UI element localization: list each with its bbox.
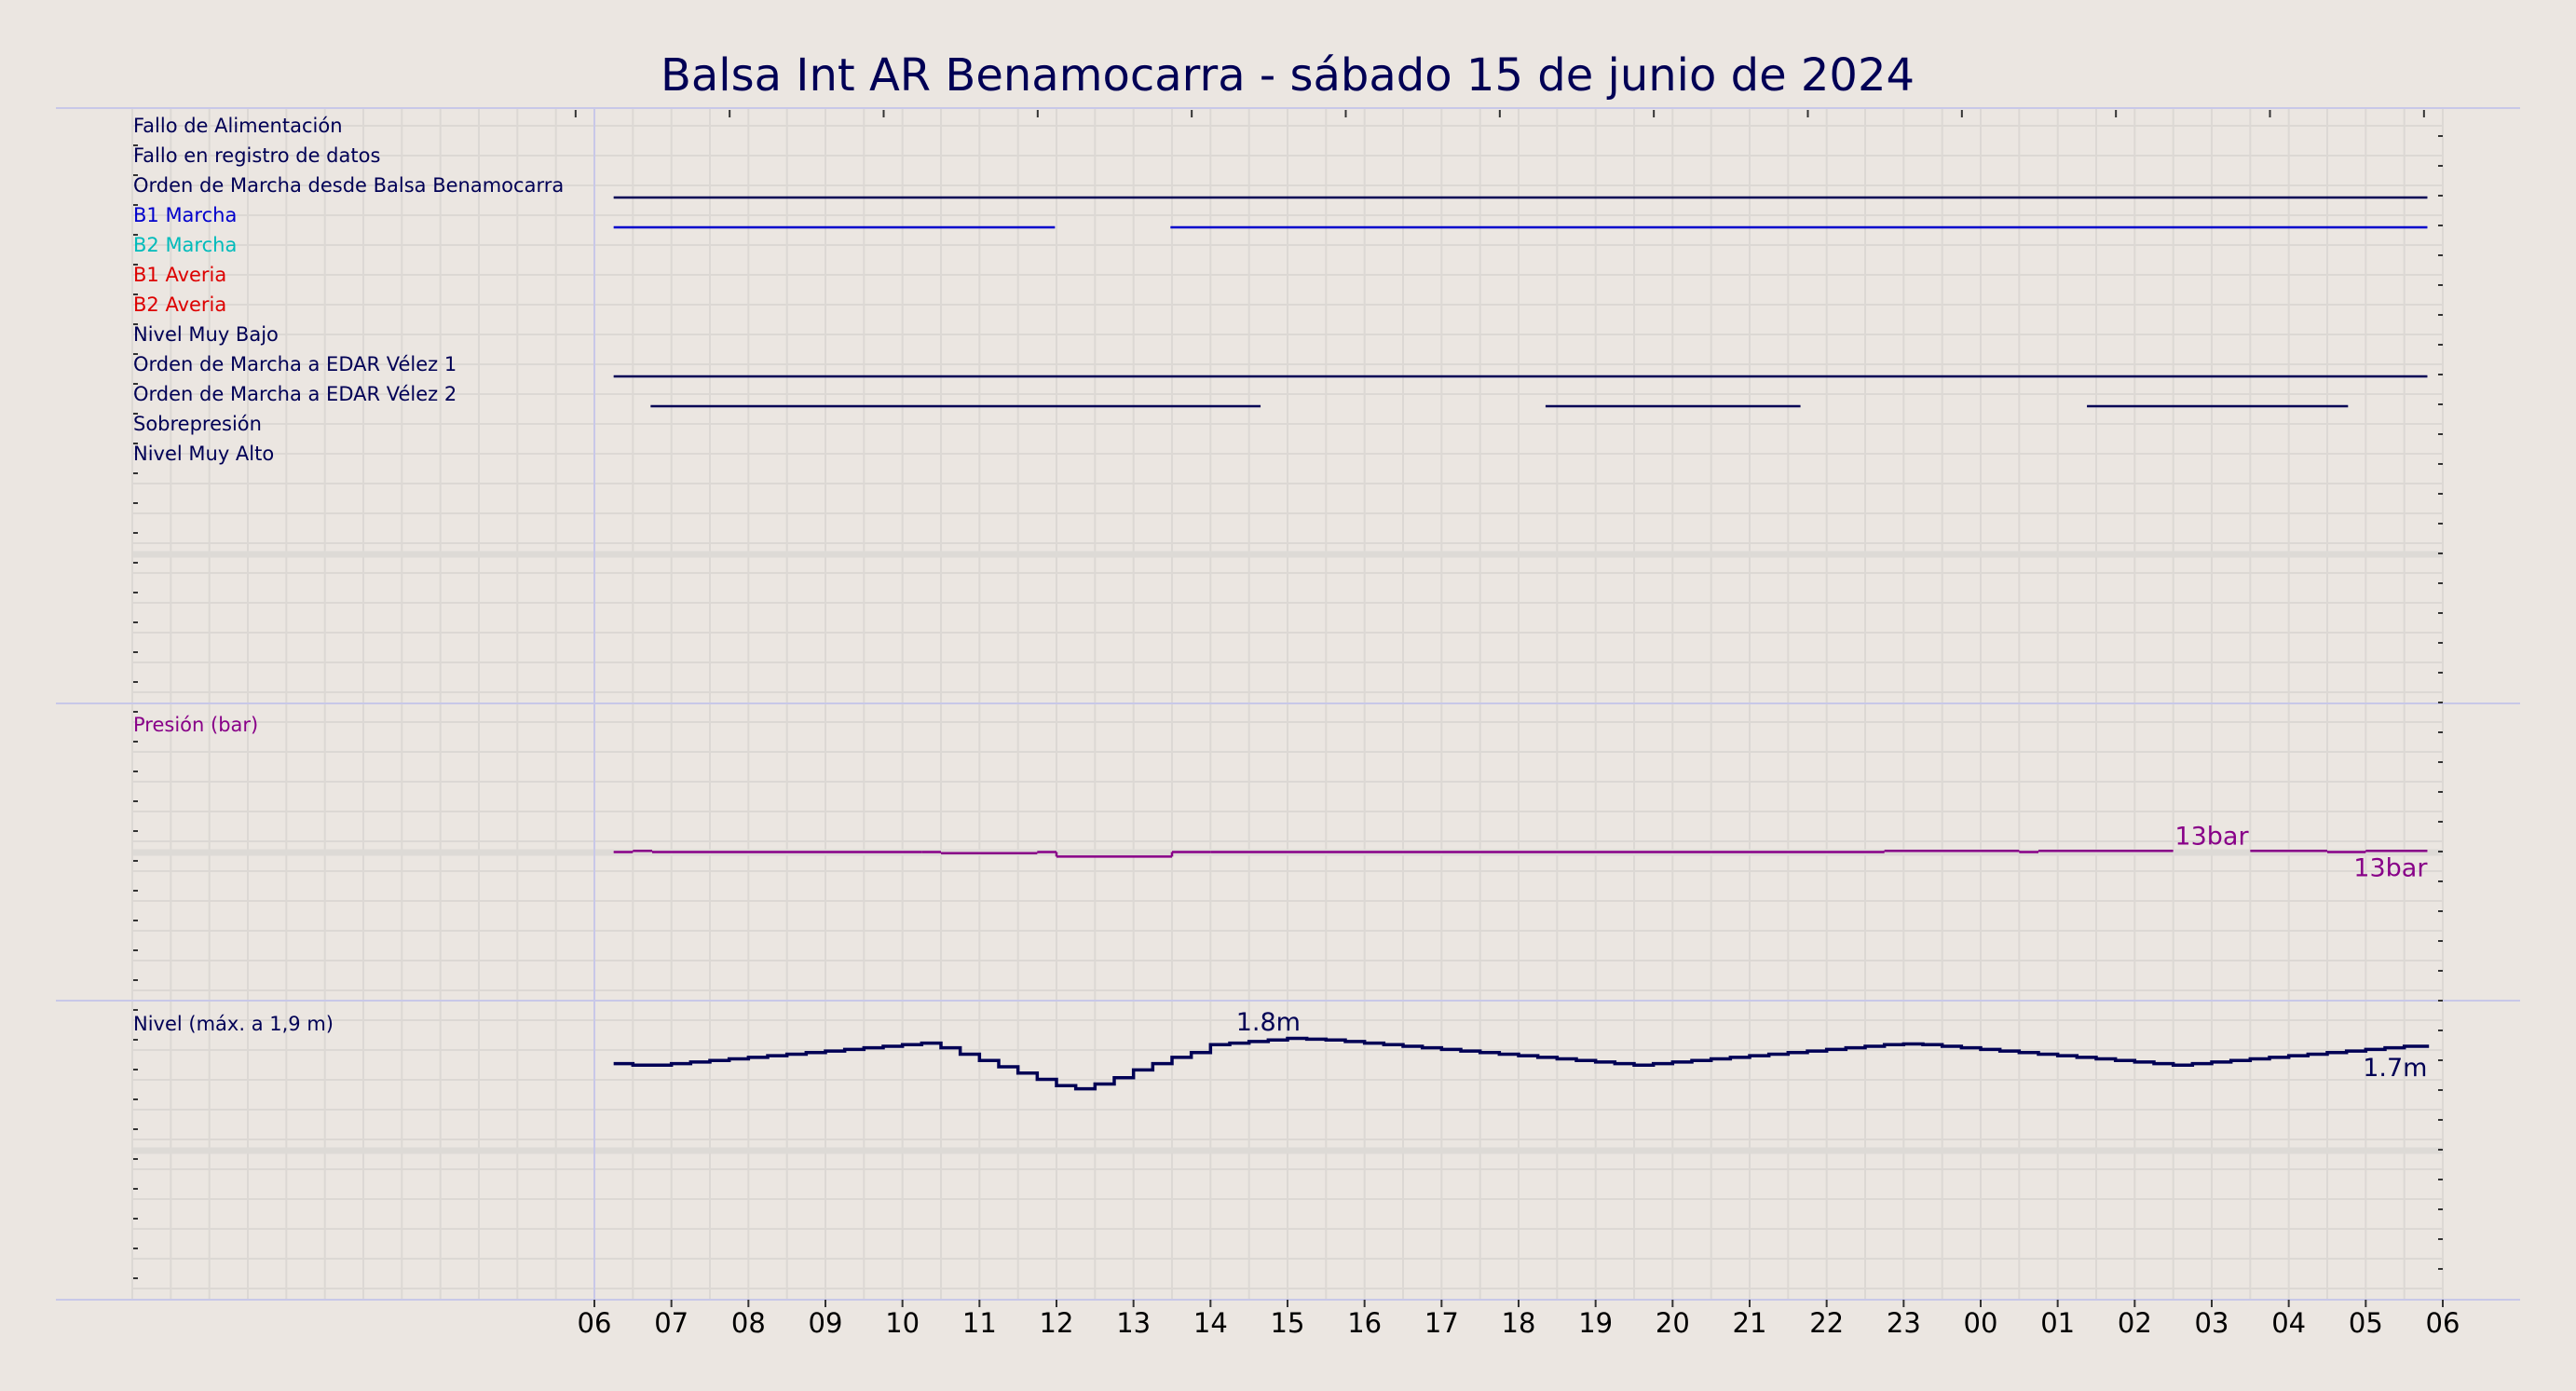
digital-signal-label: Orden de Marcha desde Balsa Benamocarra: [133, 174, 564, 197]
axes-layer: 06 07 08 09 10 11 12 13 14 15 16 17 18 19 20 21 22 23 00 01…: [56, 107, 2520, 1339]
digital-signal-label: B2 Averia: [133, 293, 226, 316]
digital-signal-label: Orden de Marcha a EDAR Vélez 1: [133, 353, 457, 375]
digital-signal-label: B1 Marcha: [133, 204, 237, 226]
x-tick-label: 00: [1964, 1307, 1998, 1339]
level-annotation: 1.7m: [2363, 1054, 2427, 1083]
x-tick-label: 11: [962, 1307, 997, 1339]
pressure-panel: Presión (bar) 13bar 13bar: [133, 714, 2428, 883]
x-tick-label: 06: [2426, 1307, 2460, 1339]
level-panel-title: Nivel (máx. a 1,9 m): [133, 1013, 334, 1035]
x-tick-label: 15: [1271, 1307, 1305, 1339]
x-tick-label: 22: [1809, 1307, 1844, 1339]
x-tick-label: 19: [1578, 1307, 1613, 1339]
x-tick-label: 04: [2271, 1307, 2306, 1339]
chart-title: Balsa Int AR Benamocarra - sábado 15 de …: [661, 49, 1915, 102]
x-tick-label: 18: [1502, 1307, 1536, 1339]
digital-signal-label: Sobrepresión: [133, 413, 262, 435]
level-line: [613, 1036, 2430, 1091]
pressure-panel-title: Presión (bar): [133, 714, 258, 736]
x-tick-label: 07: [654, 1307, 688, 1339]
x-tick-label: 09: [809, 1307, 843, 1339]
x-tick-label: 10: [885, 1307, 920, 1339]
x-tick-label: 13: [1116, 1307, 1151, 1339]
x-tick-label: 05: [2349, 1307, 2383, 1339]
x-tick-label: 16: [1347, 1307, 1382, 1339]
digital-signal-label: Orden de Marcha a EDAR Vélez 2: [133, 383, 457, 405]
pressure-annotation: 13bar: [2353, 854, 2428, 883]
digital-signal-label: Fallo de Alimentación: [133, 115, 343, 137]
level-annotation: 1.8m: [1236, 1008, 1301, 1037]
digital-signal-label: Fallo en registro de datos: [133, 144, 380, 167]
digital-signal-label: Nivel Muy Bajo: [133, 323, 279, 346]
level-panel: Nivel (máx. a 1,9 m) 1.8m 1.7m: [133, 1008, 2430, 1091]
x-tick-label: 20: [1656, 1307, 1690, 1339]
x-tick-label: 14: [1193, 1307, 1228, 1339]
digital-signal-label: B1 Averia: [133, 264, 226, 286]
digital-signals-panel: Fallo de Alimentación Fallo en registro d…: [133, 115, 2428, 465]
x-tick-label: 03: [2195, 1307, 2229, 1339]
x-tick-label: 21: [1733, 1307, 1767, 1339]
digital-signal-label: Nivel Muy Alto: [133, 443, 274, 465]
x-tick-label: 12: [1040, 1307, 1074, 1339]
x-tick-label: 08: [731, 1307, 766, 1339]
x-tick-label: 01: [2040, 1307, 2075, 1339]
x-tick-label: 06: [578, 1307, 612, 1339]
x-tick-label: 23: [1887, 1307, 1921, 1339]
x-tick-label: 02: [2118, 1307, 2152, 1339]
pressure-annotation: 13bar: [2174, 823, 2249, 852]
digital-signal-label: B2 Marcha: [133, 234, 237, 256]
x-tick-label: 17: [1424, 1307, 1459, 1339]
